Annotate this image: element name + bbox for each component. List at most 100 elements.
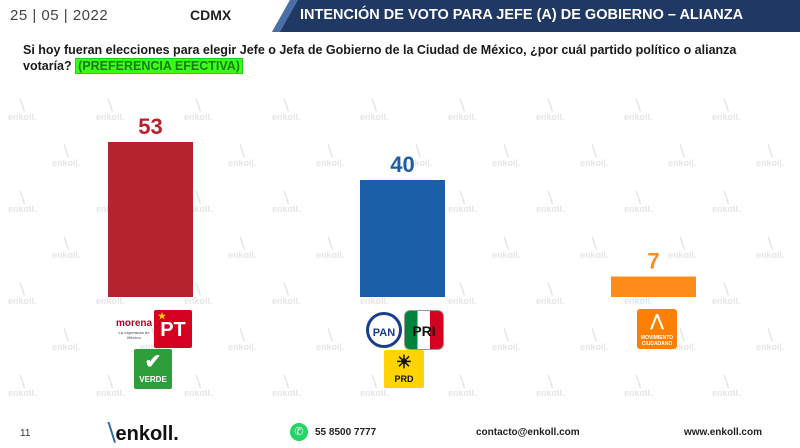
watermark-icon: ⧹ [547, 373, 553, 389]
whatsapp-icon: ✆ [290, 423, 308, 441]
watermark-mark: ⧹enkoll. [184, 281, 213, 306]
watermark-icon: ⧹ [723, 373, 729, 389]
morena-tagline: La esperanza de México [118, 330, 150, 340]
watermark-mark: ⧹enkoll. [580, 235, 609, 260]
watermark-mark: ⧹enkoll. [52, 235, 81, 260]
watermark-icon: ⧹ [283, 373, 289, 389]
watermark-icon: ⧹ [327, 143, 333, 159]
prd-name: PRD [394, 374, 414, 384]
watermark-icon: ⧹ [283, 189, 289, 205]
watermark-icon: ⧹ [63, 235, 69, 251]
watermark-mark: ⧹enkoll. [272, 281, 301, 306]
watermark-icon: ⧹ [327, 327, 333, 343]
watermark-mark: ⧹enkoll. [316, 327, 345, 352]
watermark-icon: ⧹ [767, 327, 773, 343]
watermark-icon: ⧹ [107, 97, 113, 113]
watermark-mark: ⧹enkoll. [536, 373, 565, 398]
watermark-icon: ⧹ [635, 189, 641, 205]
watermark-icon: ⧹ [767, 143, 773, 159]
watermark-icon: ⧹ [459, 97, 465, 113]
watermark-icon: ⧹ [415, 143, 421, 159]
watermark-icon: ⧹ [371, 373, 377, 389]
footer: 11 ⧹enkoll. ✆ 55 8500 7777 contacto@enko… [0, 410, 800, 448]
watermark-mark: ⧹enkoll. [712, 97, 741, 122]
watermark-mark: ⧹enkoll. [756, 327, 785, 352]
title-banner [272, 0, 800, 32]
watermark-mark: ⧹enkoll. [272, 189, 301, 214]
pri-name: PRI [412, 323, 436, 339]
watermark-mark: ⧹enkoll. [52, 143, 81, 168]
watermark-mark: ⧹enkoll. [360, 373, 389, 398]
watermark-mark: ⧹enkoll. [668, 327, 697, 352]
phone-number[interactable]: 55 8500 7777 [315, 427, 377, 438]
watermark-icon: ⧹ [19, 97, 25, 113]
watermark-icon: ⧹ [591, 143, 597, 159]
survey-question: Si hoy fueran elecciones para elegir Jef… [23, 42, 783, 74]
enkoll-logo: ⧹enkoll. [108, 420, 179, 446]
watermark-icon: ⧹ [635, 373, 641, 389]
watermark-mark: ⧹enkoll. [184, 373, 213, 398]
watermark-icon: ⧹ [283, 97, 289, 113]
watermark-mark: ⧹enkoll. [448, 373, 477, 398]
watermark-icon: ⧹ [19, 373, 25, 389]
watermark-mark: ⧹enkoll. [272, 373, 301, 398]
watermark-mark: ⧹enkoll. [8, 281, 37, 306]
sun-icon: ☀ [395, 352, 413, 372]
watermark-icon: ⧹ [63, 327, 69, 343]
watermark-mark: ⧹enkoll. [8, 97, 37, 122]
watermark-mark: ⧹enkoll. [272, 97, 301, 122]
bar-0 [108, 142, 193, 297]
header: 25 | 05 | 2022 CDMX INTENCIÓN DE VOTO PA… [0, 0, 800, 32]
watermark-icon: ⧹ [547, 189, 553, 205]
contact-email[interactable]: contacto@enkoll.com [476, 427, 580, 438]
watermark-mark: ⧹enkoll. [756, 235, 785, 260]
mc-logo: ⋀ MOVIMIENTO CIUDADANO [637, 309, 677, 349]
watermark-mark: ⧹enkoll. [580, 143, 609, 168]
watermark-icon: ⧹ [195, 189, 201, 205]
pan-name: PAN [372, 327, 396, 339]
morena-name: morena [115, 318, 153, 329]
watermark-icon: ⧹ [239, 327, 245, 343]
watermark-mark: ⧹enkoll. [228, 327, 257, 352]
pan-logo: PAN [366, 312, 402, 348]
pt-name: PT [160, 319, 186, 341]
watermark-icon: ⧹ [459, 189, 465, 205]
watermark-mark: ⧹enkoll. [492, 327, 521, 352]
watermark-icon: ⧹ [19, 189, 25, 205]
website-link[interactable]: www.enkoll.com [684, 427, 762, 438]
watermark-mark: ⧹enkoll. [184, 97, 213, 122]
watermark-mark: ⧹enkoll. [448, 189, 477, 214]
watermark-icon: ⧹ [239, 143, 245, 159]
watermark-mark: ⧹enkoll. [316, 143, 345, 168]
watermark-icon: ⧹ [679, 143, 685, 159]
watermark-icon: ⧹ [723, 97, 729, 113]
watermark-mark: ⧹enkoll. [492, 143, 521, 168]
watermark-mark: ⧹enkoll. [624, 97, 653, 122]
mc-name: MOVIMIENTO CIUDADANO [640, 335, 674, 347]
watermark-mark: ⧹enkoll. [580, 327, 609, 352]
watermark-icon: ⧹ [107, 373, 113, 389]
watermark-icon: ⧹ [327, 235, 333, 251]
watermark-icon: ⧹ [635, 97, 641, 113]
watermark-mark: ⧹enkoll. [8, 189, 37, 214]
watermark-icon: ⧹ [503, 235, 509, 251]
watermark-icon: ⧹ [547, 281, 553, 297]
toucan-icon: ✔ [144, 351, 162, 373]
watermark-mark: ⧹enkoll. [8, 373, 37, 398]
pri-logo: PRI [404, 310, 444, 350]
watermark-mark: ⧹enkoll. [712, 373, 741, 398]
watermark-icon: ⧹ [459, 373, 465, 389]
watermark-mark: ⧹enkoll. [712, 281, 741, 306]
watermark-icon: ⧹ [459, 281, 465, 297]
watermark-pattern: ⧹ enkoll. ⧹ enkoll. ⧹ enkoll. ⧹ enkoll. ⧹ enkoll.… [0, 88, 800, 408]
watermark-mark: ⧹enkoll. [184, 189, 213, 214]
enkoll-k-icon: ⧹ [108, 420, 116, 445]
bar-1 [360, 180, 445, 297]
watermark-icon: ⧹ [591, 327, 597, 343]
watermark-mark: ⧹enkoll. [712, 189, 741, 214]
region-label: CDMX [190, 7, 232, 23]
question-text: Si hoy fueran elecciones para elegir Jef… [23, 43, 737, 73]
verde-logo: ✔ VERDE [134, 349, 172, 389]
watermark-icon: ⧹ [63, 143, 69, 159]
